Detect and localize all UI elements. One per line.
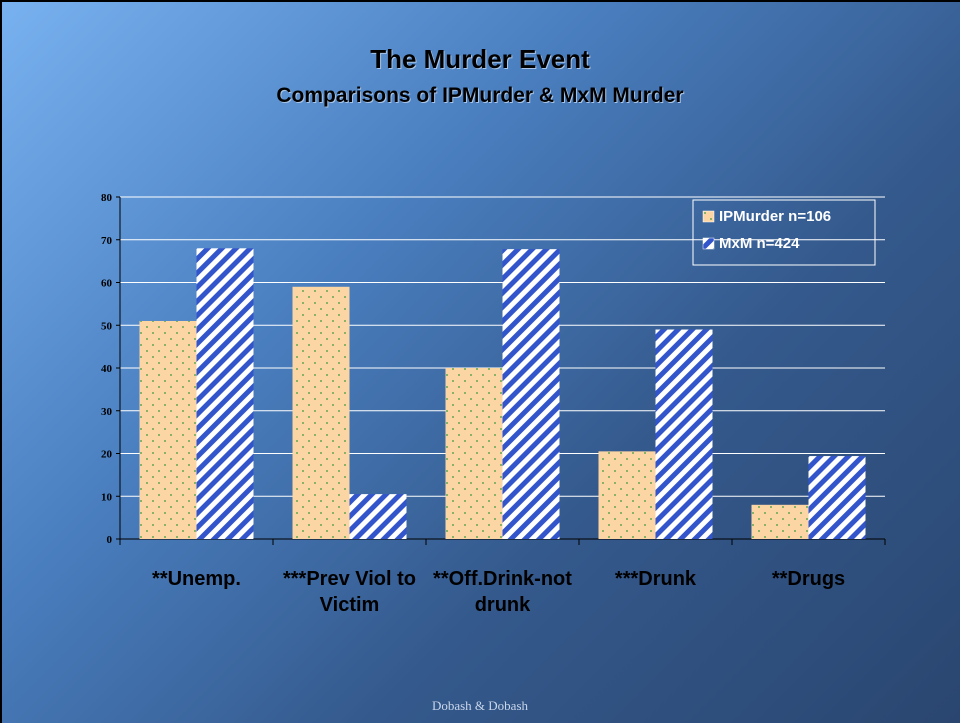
legend-swatch (702, 237, 715, 250)
y-tick-label: 10 (101, 491, 113, 503)
y-tick-label: 40 (101, 363, 113, 375)
chart-title: The Murder Event (370, 44, 590, 74)
bar (196, 248, 254, 540)
y-tick-label: 60 (101, 278, 113, 290)
bar (655, 329, 713, 539)
y-tick-label: 50 (101, 320, 113, 332)
y-tick-label: 30 (101, 406, 113, 418)
bar (292, 286, 350, 539)
y-tick-label: 0 (107, 534, 113, 546)
bar (139, 320, 197, 539)
bar (349, 494, 407, 539)
bar (751, 504, 809, 539)
footer: Dobash & Dobash (431, 698, 529, 713)
x-tick-label: **Unemp. (152, 568, 241, 590)
y-tick-label: 20 (101, 449, 113, 461)
chart-subtitle: Comparisons of IPMurder & MxM Murder (276, 84, 684, 107)
bar (502, 249, 560, 539)
legend-swatch (702, 210, 715, 223)
x-tick-label: ***Prev Viol to Victim (282, 568, 417, 616)
y-tick-label: 70 (101, 235, 113, 247)
legend-box (692, 199, 876, 266)
bar (598, 451, 656, 539)
legend-label: MxM n=424 (719, 235, 800, 252)
x-tick-label: **Drugs (771, 568, 846, 590)
bar (445, 368, 503, 539)
legend-label: IPMurder n=106 (719, 208, 831, 225)
x-tick-label: ***Drunk (614, 568, 697, 590)
y-tick-label: 80 (101, 192, 113, 204)
bar (808, 456, 866, 539)
x-tick-label: **Off.Drink-not drunk (433, 568, 572, 616)
